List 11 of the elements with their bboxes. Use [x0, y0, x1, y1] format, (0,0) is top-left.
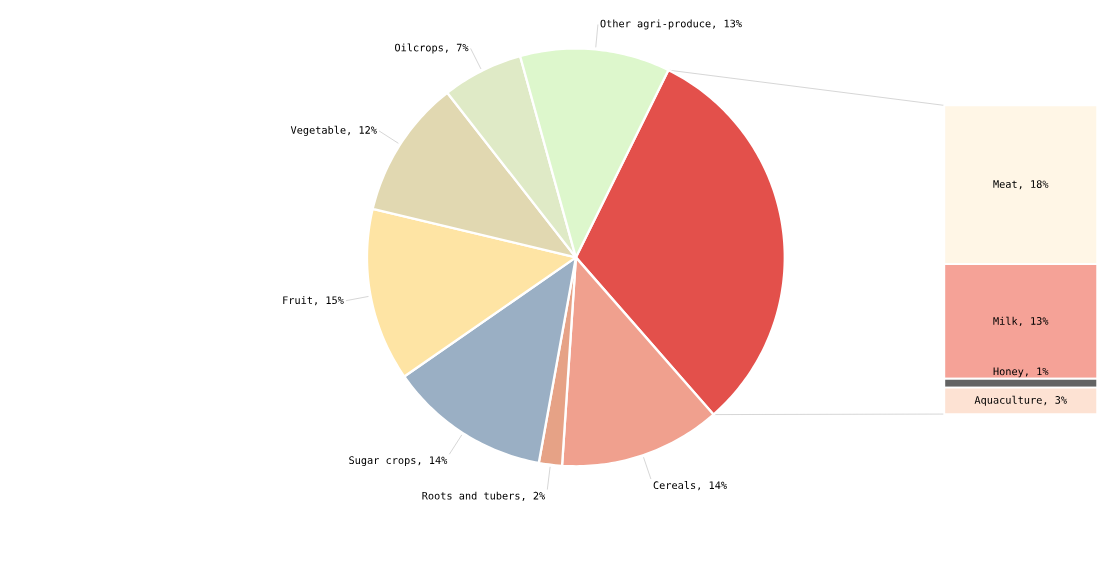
- data-label: Meat, 18%: [993, 180, 1049, 190]
- data-label: Milk, 13%: [993, 316, 1049, 327]
- slice-label: Other agri-produce, 13%: [600, 19, 742, 30]
- slice-label: Cereals, 14%: [653, 481, 727, 491]
- slice-label: Oilcrops, 7%: [395, 43, 469, 54]
- data-label: Aquaculture, 3%: [974, 395, 1067, 406]
- slice-label: Fruit, 15%: [283, 296, 344, 306]
- slice-label: Vegetable, 12%: [290, 125, 377, 137]
- slice-label: Sugar crops, 14%: [349, 456, 448, 467]
- data-label: Honey, 1%: [993, 367, 1049, 378]
- slice-label: Roots and tubers, 2%: [422, 491, 546, 501]
